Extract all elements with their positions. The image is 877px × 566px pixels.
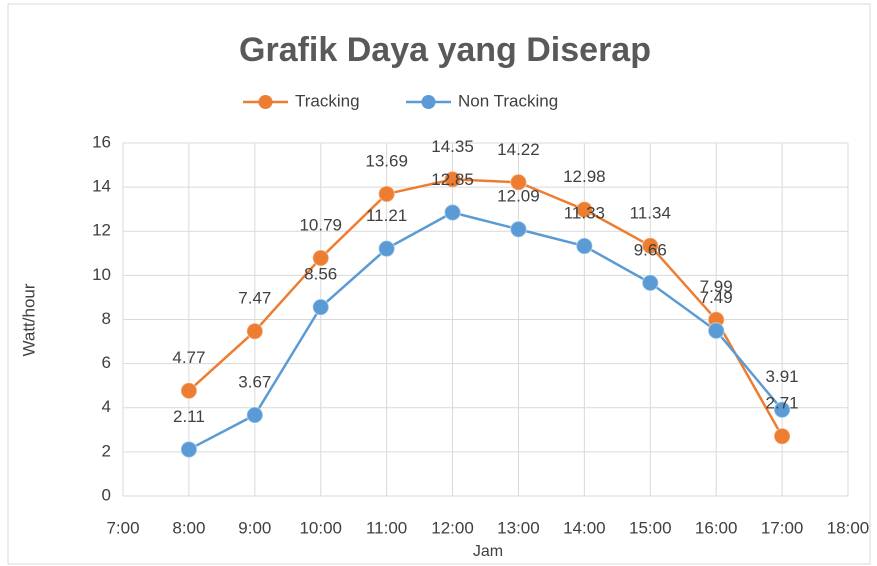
data-label: 14.35 [431, 137, 474, 156]
x-tick-label: 7:00 [106, 518, 139, 537]
data-point [773, 400, 791, 419]
data-label: 14.22 [497, 140, 540, 159]
x-tick-label: 8:00 [172, 518, 205, 537]
x-tick-label: 11:00 [366, 518, 407, 537]
y-tick-label: 14 [92, 177, 111, 196]
y-tick-label: 2 [102, 441, 111, 460]
data-point [509, 173, 528, 192]
data-label: 8.56 [304, 265, 337, 284]
y-tick-label: 16 [92, 132, 111, 151]
x-tick-label: 17:00 [761, 518, 804, 537]
data-point [180, 440, 198, 459]
data-point [641, 274, 660, 292]
data-point [246, 322, 264, 340]
x-tick-label: 10:00 [299, 518, 342, 537]
data-point [575, 200, 594, 219]
x-tick-label: 18:00 [827, 518, 870, 537]
data-label: 11.33 [564, 204, 605, 223]
data-label: 12.85 [431, 170, 474, 189]
data-label: 10.79 [299, 215, 342, 234]
y-axis-label: Watt/hour [19, 283, 38, 356]
y-tick-label: 6 [102, 353, 111, 372]
data-label: 4.77 [172, 348, 205, 367]
chart-frame [7, 3, 871, 565]
x-tick-label: 13:00 [497, 518, 540, 537]
y-tick-label: 0 [102, 485, 111, 504]
y-tick-label: 8 [102, 309, 111, 328]
data-point [246, 406, 264, 424]
data-label: 12.98 [563, 167, 606, 186]
data-point [377, 185, 396, 203]
data-label: 3.91 [766, 367, 799, 386]
data-label: 3.67 [238, 373, 271, 392]
legend-label: Non Tracking [458, 91, 558, 110]
data-point [377, 239, 396, 258]
y-tick-label: 10 [92, 265, 111, 284]
data-label: 11.34 [630, 203, 671, 222]
series-line [188, 211, 784, 451]
data-label: 2.71 [766, 394, 799, 413]
x-tick-label: 9:00 [238, 518, 271, 537]
data-label: 7.99 [700, 277, 733, 296]
series-line [188, 178, 784, 437]
data-label: 7.47 [238, 289, 271, 308]
data-label: 7.49 [700, 288, 733, 307]
legend-marker [421, 95, 436, 109]
y-tick-label: 12 [92, 221, 111, 240]
data-point [311, 298, 330, 316]
data-point [707, 322, 725, 340]
x-tick-label: 16:00 [695, 518, 738, 537]
data-point [180, 382, 198, 400]
y-tick-label: 4 [102, 397, 111, 416]
data-label: 2.11 [173, 407, 205, 426]
data-point [575, 237, 594, 255]
x-tick-label: 12:00 [431, 518, 474, 537]
chart-title: Grafik Daya yang Diserap [239, 31, 651, 69]
legend-marker [258, 95, 273, 109]
data-point [773, 427, 791, 445]
data-point [641, 237, 660, 255]
data-point [509, 220, 528, 239]
data-label: 11.21 [366, 206, 407, 225]
data-point [443, 203, 462, 222]
data-label: 9.66 [634, 240, 667, 259]
x-tick-label: 15:00 [629, 518, 672, 537]
data-point [443, 170, 462, 189]
x-axis-label: Jam [473, 543, 503, 560]
x-tick-label: 14:00 [563, 518, 606, 537]
data-point [311, 249, 330, 267]
data-label: 13.69 [365, 151, 408, 170]
data-label: 12.09 [497, 187, 540, 206]
legend-label: Tracking [295, 91, 360, 110]
